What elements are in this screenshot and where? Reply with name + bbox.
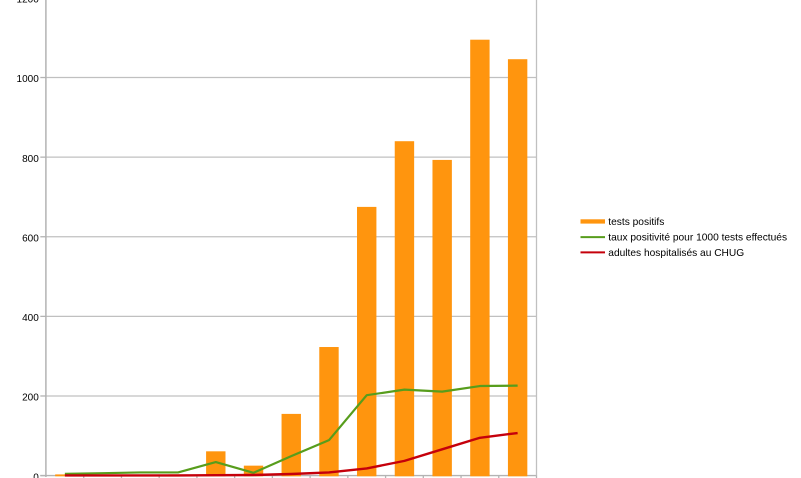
- svg-text:1200: 1200: [17, 0, 40, 6]
- svg-text:adultes hospitalisés au CHUG: adultes hospitalisés au CHUG: [608, 248, 744, 259]
- svg-text:200: 200: [22, 393, 39, 404]
- svg-text:800: 800: [22, 154, 39, 165]
- svg-text:0: 0: [33, 472, 39, 478]
- svg-text:tests positifs: tests positifs: [608, 217, 664, 228]
- svg-text:600: 600: [22, 233, 39, 244]
- svg-text:1000: 1000: [17, 74, 40, 85]
- svg-text:400: 400: [22, 313, 39, 324]
- svg-text:taux positivité pour 1000 test: taux positivité pour 1000 tests effectué…: [608, 232, 787, 243]
